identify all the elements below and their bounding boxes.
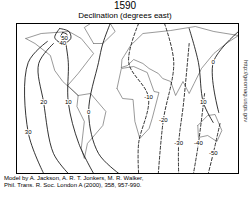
svg-text:-40: -40 xyxy=(194,140,203,146)
svg-text:30: 30 xyxy=(25,129,32,135)
html-text:Declination (degrees east): Declination (degrees east) xyxy=(78,11,172,20)
html-text:Phil. Trans. R. Soc. London A: Phil. Trans. R. Soc. London A (2000), 35… xyxy=(4,182,142,188)
html-text:Model by A. Jackson, A. R. T.: Model by A. Jackson, A. R. T. Jonkers, M… xyxy=(4,175,144,181)
svg-text:-50: -50 xyxy=(209,150,218,156)
svg-text:20: 20 xyxy=(40,99,47,105)
html-text:http://geomag.usgs.gov: http://geomag.usgs.gov xyxy=(243,60,249,123)
svg-text:40: 40 xyxy=(59,40,67,47)
svg-text:50: 50 xyxy=(61,35,68,41)
svg-text:-30: -30 xyxy=(174,140,183,146)
svg-text:10: 10 xyxy=(65,99,72,105)
svg-text:0: 0 xyxy=(212,59,216,65)
svg-text:10: 10 xyxy=(200,99,207,105)
svg-text:0: 0 xyxy=(87,109,91,115)
svg-text:-20: -20 xyxy=(159,117,168,123)
html-text:1590: 1590 xyxy=(113,0,137,11)
svg-text:-10: -10 xyxy=(144,94,153,100)
